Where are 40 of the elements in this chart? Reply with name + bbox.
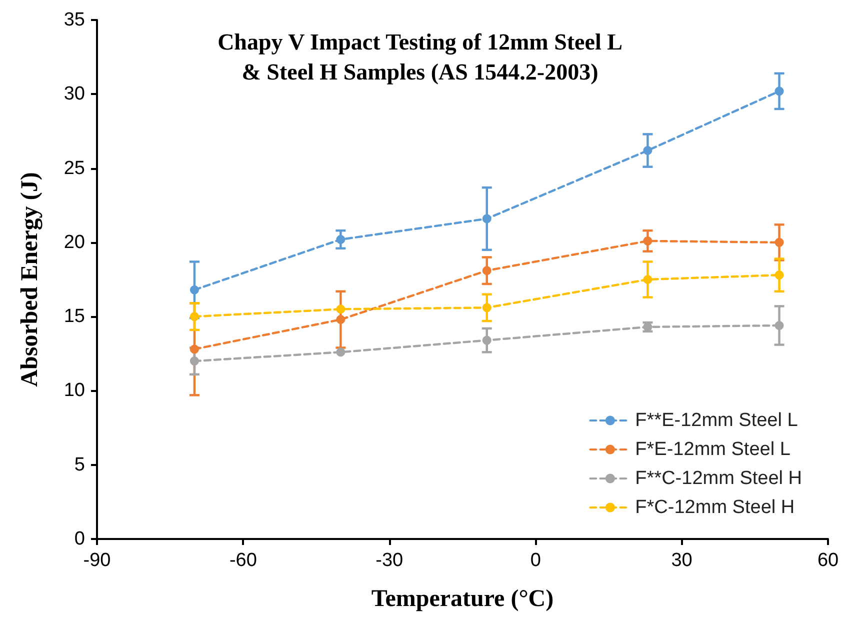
x-tick-label: -90	[83, 550, 111, 571]
legend-label: F**C-12mm Steel H	[635, 468, 802, 489]
point	[190, 356, 199, 366]
point	[774, 270, 784, 280]
y-tick-label: 0	[74, 528, 85, 550]
point	[336, 234, 346, 244]
text: Chapy V Impact Testing of 12mm Steel L & Steel H Samples (AS 1544.2-2003)	[218, 30, 622, 84]
x-tick-label: -30	[376, 550, 404, 571]
legend-label: F*E-12mm Steel L	[635, 439, 790, 460]
y-tick-label: 25	[64, 158, 85, 179]
x-tick-label: 60	[817, 550, 839, 571]
point	[774, 238, 784, 247]
y-tick-label: 20	[64, 232, 85, 253]
point	[190, 285, 199, 294]
legend-label: F**E-12mm Steel L	[635, 410, 798, 431]
point	[190, 312, 199, 322]
point	[336, 315, 346, 324]
point	[643, 146, 652, 155]
x-axis-title: Temperature (°C)	[371, 586, 554, 612]
point	[190, 344, 199, 354]
y-tick-label: 30	[64, 84, 85, 105]
point	[482, 336, 492, 345]
y-axis-title: Absorbed Energy (J)	[17, 172, 43, 387]
point	[482, 303, 492, 312]
x-tick-label: 30	[671, 550, 692, 571]
point	[482, 214, 492, 224]
y-tick-label: 5	[74, 454, 85, 476]
y-tick-label: 35	[64, 10, 85, 30]
y-tick-label: 15	[64, 306, 85, 328]
y-tick-label: 10	[64, 380, 85, 402]
x-tick-label: 0	[530, 550, 541, 571]
x-tick-label: -60	[229, 550, 257, 571]
point	[774, 86, 784, 96]
point	[482, 266, 492, 276]
point	[336, 348, 346, 357]
point	[643, 275, 652, 284]
point	[336, 304, 346, 314]
point	[643, 236, 652, 246]
legend-label: F*C-12mm Steel H	[635, 497, 795, 518]
point	[774, 320, 784, 330]
